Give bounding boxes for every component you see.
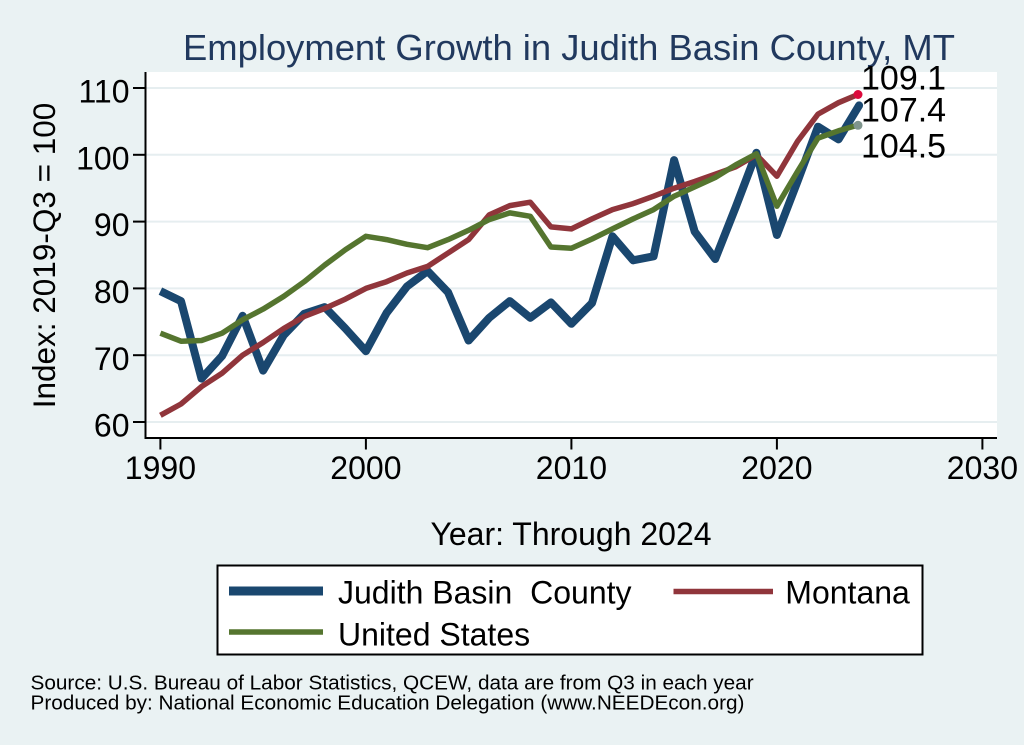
svg-text:104.5: 104.5 [861,128,946,166]
svg-text:Year: Through 2024: Year: Through 2024 [430,516,711,552]
svg-text:Montana: Montana [785,575,910,611]
svg-text:2010: 2010 [536,450,607,486]
svg-text:90: 90 [94,207,130,243]
svg-text:Index: 2019-Q3 = 100: Index: 2019-Q3 = 100 [26,103,62,409]
svg-text:Source: U.S. Bureau of Labor S: Source: U.S. Bureau of Labor Statistics,… [31,671,754,694]
svg-text:107.4: 107.4 [861,92,946,130]
svg-text:2020: 2020 [741,450,812,486]
svg-text:United States: United States [338,616,530,652]
svg-text:Judith Basin County: Judith Basin County [338,575,632,611]
svg-text:Employment Growth in Judith Ba: Employment Growth in Judith Basin County… [183,27,955,68]
svg-text:2000: 2000 [330,450,401,486]
svg-text:109.1: 109.1 [861,60,946,98]
svg-text:70: 70 [94,341,130,377]
svg-text:80: 80 [94,274,130,310]
svg-text:100: 100 [76,140,129,176]
svg-text:1990: 1990 [125,450,196,486]
svg-text:Produced by: National Economic: Produced by: National Economic Education… [31,692,745,715]
svg-text:2030: 2030 [947,450,1018,486]
svg-text:110: 110 [78,74,129,110]
svg-text:60: 60 [94,408,130,444]
